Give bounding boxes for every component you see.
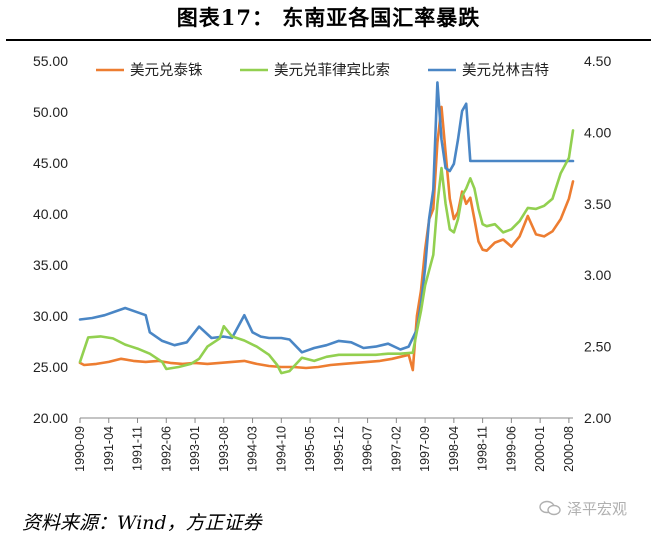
watermark-text: 泽平宏观 (566, 500, 627, 518)
y-left-tick-label: 50.00 (33, 104, 68, 120)
legend-label: 美元兑菲律宾比索 (274, 62, 390, 79)
source-note: 资料来源：Wind，方正证券 (22, 512, 262, 534)
y-left-tick-label: 30.00 (33, 308, 68, 324)
x-tick-label: 1997-09 (418, 426, 432, 472)
x-tick-label: 2000-01 (533, 426, 547, 472)
wechat-icon (539, 500, 561, 516)
series-line-1 (78, 105, 575, 372)
y-right-tick-label: 3.50 (584, 196, 611, 212)
y-left-tick-label: 20.00 (33, 410, 68, 426)
page-title: 图表17： 东南亚各国汇率暴跌 (176, 5, 481, 30)
y-right-tick-label: 2.00 (584, 410, 611, 426)
watermark: 泽平宏观 (539, 498, 627, 519)
y-right-tick-label: 3.00 (584, 267, 611, 283)
x-tick-label: 1995-05 (303, 426, 317, 472)
legend-label: 美元兑林吉特 (462, 62, 549, 79)
x-tick-label: 1994-03 (246, 426, 260, 472)
y-right-tick-label: 4.00 (584, 124, 611, 140)
y-left-tick-label: 55.00 (33, 53, 68, 69)
x-tick-label: 1994-10 (274, 426, 288, 472)
series-line-2 (78, 129, 575, 375)
x-tick-label: 1992-06 (159, 426, 173, 472)
x-tick-label: 2000-08 (562, 426, 576, 472)
chart-legend: 美元兑泰铢 美元兑菲律宾比索 美元兑林吉特 (96, 62, 549, 79)
y-left-tick-label: 40.00 (33, 206, 68, 222)
x-tick-label: 1995-12 (332, 426, 346, 472)
legend-label: 美元兑泰铢 (130, 62, 203, 79)
x-tick-label: 1998-04 (447, 426, 461, 472)
x-tick-label: 1993-01 (188, 426, 202, 472)
x-tick-label: 1997-02 (389, 426, 403, 472)
chart-axes: 20.00 25.00 30.00 35.00 40.00 45.00 50.00 55.00… (33, 53, 612, 472)
x-tick-label: 1991-04 (102, 426, 116, 472)
y-right-tick-label: 2.50 (584, 339, 611, 355)
x-tick-label: 1996-07 (361, 426, 375, 472)
y-left-tick-label: 45.00 (33, 155, 68, 171)
x-tick-label: 1999-06 (504, 426, 518, 472)
title-divider (6, 39, 651, 41)
x-tick-label: 1993-08 (217, 426, 231, 472)
x-tick-label: 1998-11 (476, 426, 490, 471)
chart-series (78, 81, 575, 375)
series-line-3 (78, 81, 575, 354)
x-tick-label: 1991-11 (131, 426, 145, 471)
y-right-tick-label: 4.50 (584, 53, 611, 69)
x-tick-label: 1990-09 (73, 426, 87, 472)
y-left-tick-label: 25.00 (33, 359, 68, 375)
y-left-tick-label: 35.00 (33, 257, 68, 273)
